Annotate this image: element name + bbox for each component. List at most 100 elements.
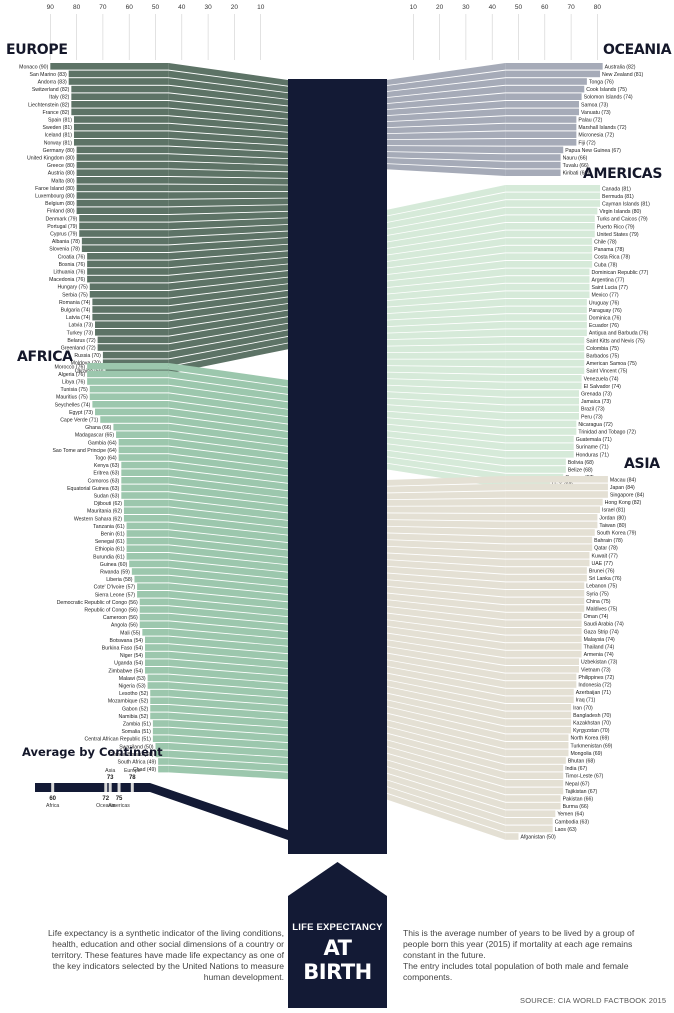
bar-label: Sao Tome and Principe (64): [52, 448, 116, 454]
axis-right-tick: 50: [515, 4, 523, 11]
bar: [505, 491, 608, 498]
bar: [89, 283, 169, 290]
bar-label: Maldives (75): [586, 607, 617, 613]
bar: [76, 184, 169, 192]
bar-tail: [386, 431, 506, 450]
bar-tail: [168, 154, 288, 165]
bar-label: Burkina Faso (54): [102, 646, 144, 652]
bar-tail: [168, 636, 288, 654]
bar-label: Madagascar (65): [75, 433, 114, 439]
bar-tail: [386, 653, 506, 681]
bar: [76, 177, 169, 184]
bar-label: Germany (80): [43, 148, 75, 154]
bar: [102, 359, 169, 366]
bar-label: Serbia (75): [62, 292, 88, 298]
bar-label: Taiwan (80): [599, 523, 626, 529]
bar: [105, 367, 169, 374]
bar-tail: [168, 477, 288, 498]
bar-label: Senegal (61): [95, 539, 125, 545]
axis-left-tick: 90: [47, 4, 55, 11]
bar-label: Burma (66): [563, 804, 589, 810]
bar-tail: [386, 566, 506, 582]
bar: [505, 498, 603, 506]
bar-label: Democratic Republic of Congo (56): [57, 600, 138, 606]
bar-tail: [386, 513, 506, 521]
bar-label: Guinea-Bissau (50): [109, 752, 154, 758]
bar: [505, 230, 595, 238]
bar-tail: [386, 185, 506, 216]
average-marker: [130, 783, 134, 792]
bar: [505, 352, 585, 359]
bar-tail: [168, 454, 288, 476]
bar-tail: [386, 580, 506, 597]
bar: [505, 833, 519, 840]
bar: [505, 590, 585, 597]
bar-label: Turkmenistan (69): [570, 743, 612, 749]
bar: [89, 393, 169, 400]
bar-tail: [386, 733, 506, 772]
bar-tail: [168, 735, 288, 750]
bar-tail: [168, 461, 288, 483]
bar: [87, 253, 169, 260]
bar-label: Tuvalu (66): [563, 163, 589, 169]
bar-label: Slovenia (78): [49, 247, 80, 253]
bar-label: Luxembourg (80): [35, 194, 75, 200]
bar-tail: [168, 323, 288, 351]
bar-label: Papua New Guinea (67): [565, 148, 621, 154]
bar-tail: [386, 444, 506, 466]
bar-tail: [168, 553, 288, 572]
bar: [505, 658, 579, 665]
bar-label: Tunisia (75): [61, 387, 88, 393]
title-line2: AT BIRTH: [303, 936, 372, 984]
bar-tail: [168, 146, 288, 159]
bar: [144, 644, 169, 651]
bar: [505, 719, 572, 726]
bar-tail: [168, 184, 288, 192]
bar-tail: [168, 720, 288, 735]
bar-label: Hungary (75): [57, 285, 88, 291]
bar: [505, 443, 574, 450]
bar: [505, 466, 566, 473]
bar: [505, 314, 587, 321]
bar: [505, 238, 593, 245]
bar-tail: [386, 646, 506, 673]
bar-tail: [386, 520, 506, 529]
bar-label: Philippines (72): [578, 675, 614, 681]
bar-tail: [168, 238, 288, 252]
bar-label: Uganda (54): [114, 661, 143, 667]
bar-label: Somalia (51): [121, 729, 151, 735]
bar: [97, 336, 169, 344]
bar: [505, 764, 564, 772]
bar-label: Tanzania (61): [93, 524, 125, 530]
bar-label: Sierra Leone (57): [95, 592, 136, 598]
bar: [137, 583, 169, 590]
bar: [152, 727, 169, 735]
bar-tail: [168, 423, 288, 446]
europe-title: EUROPE: [6, 42, 68, 58]
bar-label: Turks and Caicos (79): [597, 217, 648, 223]
bar-tail: [168, 667, 288, 683]
bar-tail: [168, 310, 288, 336]
bar-label: Benin (61): [101, 532, 125, 538]
bar-tail: [386, 123, 506, 134]
bar: [113, 423, 169, 431]
bar-label: Iraq (71): [576, 698, 596, 704]
bar: [505, 506, 601, 513]
bar: [150, 689, 169, 697]
bar-label: Swaziland (50): [119, 744, 154, 750]
bar: [139, 598, 169, 606]
bar-tail: [168, 198, 288, 207]
bar-tail: [386, 418, 506, 435]
bar: [79, 215, 169, 222]
bar-tail: [386, 253, 506, 275]
axis-left-tick: 10: [257, 4, 265, 11]
bar-label: Barbados (75): [586, 354, 619, 360]
bar: [150, 705, 169, 712]
bar-tail: [168, 537, 288, 557]
bar-label: Uruguay (76): [589, 300, 620, 306]
bar-label: Laos (63): [555, 827, 577, 833]
bar-label: Vietnam (73): [581, 667, 611, 673]
axis-left-tick: 40: [178, 4, 186, 11]
bar: [505, 704, 572, 711]
